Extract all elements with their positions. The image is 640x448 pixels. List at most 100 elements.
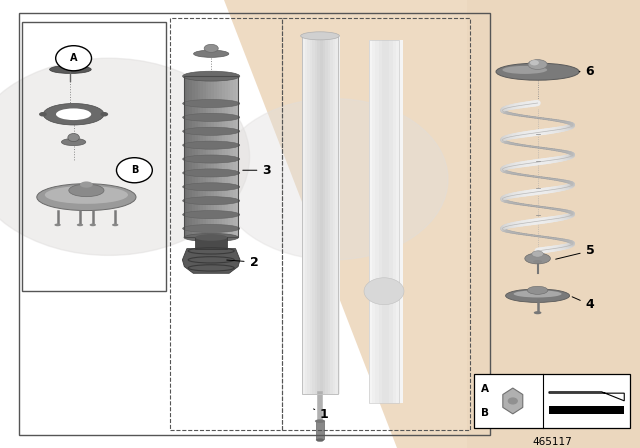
Text: A: A (70, 53, 77, 63)
Bar (282, 18, 470, 430)
Bar (389, 40, 392, 403)
Ellipse shape (37, 184, 136, 211)
Bar (330, 36, 333, 394)
Bar (216, 76, 220, 237)
Ellipse shape (69, 184, 104, 197)
Circle shape (508, 397, 518, 405)
Ellipse shape (68, 134, 79, 142)
Ellipse shape (182, 127, 240, 135)
Ellipse shape (502, 66, 547, 74)
Bar (209, 76, 211, 237)
Ellipse shape (182, 197, 240, 205)
Bar (369, 40, 372, 403)
Ellipse shape (80, 181, 93, 188)
Bar (549, 406, 624, 414)
Bar (338, 36, 340, 394)
Bar (305, 36, 307, 394)
Bar (214, 76, 216, 237)
Text: 5: 5 (556, 244, 595, 259)
Bar (333, 36, 335, 394)
Bar (325, 36, 328, 394)
Bar (369, 40, 399, 403)
Bar (379, 40, 382, 403)
Bar (372, 40, 376, 403)
Ellipse shape (195, 234, 227, 241)
Text: 2: 2 (227, 255, 259, 269)
Polygon shape (182, 249, 240, 273)
Text: 465117: 465117 (532, 437, 572, 447)
Bar (192, 76, 195, 237)
Ellipse shape (182, 113, 240, 121)
Ellipse shape (45, 186, 128, 204)
Ellipse shape (528, 60, 547, 69)
Ellipse shape (182, 183, 240, 191)
Text: 1: 1 (314, 408, 329, 421)
Ellipse shape (39, 112, 47, 116)
Ellipse shape (527, 286, 548, 294)
Bar (19, 13, 490, 435)
Ellipse shape (77, 224, 83, 226)
Bar (312, 36, 315, 394)
Bar (230, 76, 233, 237)
Ellipse shape (182, 211, 240, 219)
Bar (328, 36, 330, 394)
Ellipse shape (316, 438, 324, 442)
Bar (170, 18, 282, 430)
Bar (376, 40, 379, 403)
Ellipse shape (530, 60, 539, 65)
Bar (22, 22, 166, 291)
Bar (236, 76, 239, 237)
Bar (187, 76, 189, 237)
Text: 3: 3 (243, 164, 271, 177)
Bar (195, 237, 227, 249)
Ellipse shape (182, 224, 240, 233)
Bar (320, 36, 323, 394)
Bar (474, 374, 630, 428)
Bar (203, 76, 206, 237)
Bar (315, 36, 317, 394)
Text: B: B (131, 165, 138, 175)
Polygon shape (503, 388, 523, 414)
Ellipse shape (182, 141, 240, 149)
Ellipse shape (61, 138, 86, 146)
Bar (307, 36, 310, 394)
Text: 4: 4 (572, 297, 595, 311)
Bar (396, 40, 399, 403)
Ellipse shape (182, 155, 240, 163)
Bar (195, 76, 198, 237)
Bar (399, 40, 403, 403)
Ellipse shape (533, 260, 542, 263)
Ellipse shape (63, 60, 79, 70)
Bar (335, 36, 338, 394)
Ellipse shape (506, 289, 570, 302)
Ellipse shape (182, 169, 240, 177)
Bar (206, 76, 209, 237)
Bar (0, 0, 467, 448)
Bar (225, 76, 228, 237)
Bar (211, 76, 214, 237)
Bar (233, 76, 236, 237)
Bar (220, 76, 222, 237)
Ellipse shape (182, 71, 240, 81)
Bar (228, 76, 230, 237)
Ellipse shape (112, 224, 118, 226)
Bar (302, 36, 338, 394)
Ellipse shape (184, 233, 239, 241)
Ellipse shape (54, 224, 61, 226)
Ellipse shape (301, 32, 339, 40)
Circle shape (0, 58, 250, 255)
Ellipse shape (534, 311, 541, 314)
Bar (382, 40, 386, 403)
Ellipse shape (496, 63, 579, 80)
Text: A: A (481, 383, 489, 394)
Bar (302, 36, 305, 394)
Ellipse shape (50, 65, 92, 73)
Bar (323, 36, 325, 394)
Ellipse shape (525, 253, 550, 264)
Ellipse shape (364, 278, 404, 305)
Ellipse shape (56, 108, 92, 120)
Ellipse shape (182, 99, 240, 108)
Bar (200, 76, 203, 237)
Ellipse shape (514, 290, 562, 297)
Bar (310, 36, 312, 394)
